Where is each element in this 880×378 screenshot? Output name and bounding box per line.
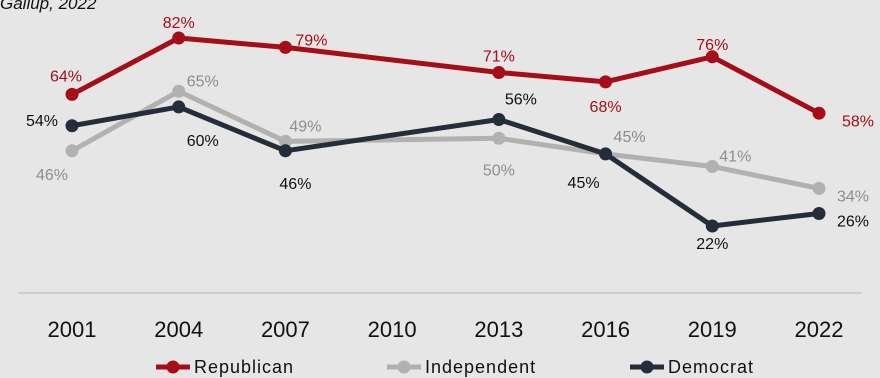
legend-item-democrat: Democrat bbox=[630, 357, 754, 377]
democrat-data-label: 26% bbox=[837, 214, 869, 231]
series-democrat: 54% 60% 46% 56% 45% 22% 26% bbox=[26, 92, 869, 254]
republican-data-label: 82% bbox=[163, 15, 195, 32]
democrat-data-label: 56% bbox=[505, 92, 537, 109]
legend-item-republican: Republican bbox=[156, 357, 294, 377]
independent-point bbox=[278, 134, 292, 148]
republican-data-label: 79% bbox=[295, 33, 327, 50]
republican-data-label: 58% bbox=[842, 113, 874, 130]
legend-label: Republican bbox=[194, 357, 294, 377]
x-tick-label: 2004 bbox=[154, 317, 203, 342]
x-tick-label: 2001 bbox=[48, 317, 97, 342]
democrat-data-label: 22% bbox=[696, 236, 728, 253]
democrat-data-label: 60% bbox=[187, 133, 219, 150]
series-layer: 64% 82% 79% 71% 68% 76% 58% 46% 65% 49% 50% 45% 41% 3… bbox=[26, 15, 874, 253]
democrat-point bbox=[705, 219, 719, 233]
x-tick-layer: 2001 2004 2007 2010 2013 2016 2019 2022 bbox=[48, 317, 844, 342]
independent-data-label: 50% bbox=[483, 162, 515, 179]
x-tick-label: 2013 bbox=[474, 317, 523, 342]
republican-point bbox=[278, 40, 292, 54]
x-tick-label: 2019 bbox=[688, 317, 737, 342]
x-tick-label: 2016 bbox=[581, 317, 630, 342]
independent-data-label: 45% bbox=[614, 129, 646, 146]
independent-point bbox=[812, 181, 826, 195]
democrat-data-label: 54% bbox=[26, 113, 58, 130]
democrat-point bbox=[278, 144, 292, 158]
legend-marker bbox=[166, 360, 180, 374]
republican-point bbox=[812, 106, 826, 120]
democrat-point bbox=[172, 100, 186, 114]
independent-data-label: 34% bbox=[837, 189, 869, 206]
independent-data-label: 41% bbox=[719, 149, 751, 166]
series-independent: 46% 65% 49% 50% 45% 41% 34% bbox=[36, 73, 869, 205]
republican-point bbox=[599, 75, 613, 89]
republican-data-label: 71% bbox=[483, 49, 515, 66]
x-tick-label: 2010 bbox=[368, 317, 417, 342]
legend-marker bbox=[640, 360, 654, 374]
democrat-point bbox=[599, 147, 613, 161]
independent-data-label: 65% bbox=[187, 73, 219, 90]
legend-item-independent: Independent bbox=[387, 357, 536, 377]
legend: Republican Independent Democrat bbox=[156, 357, 754, 377]
democrat-data-label: 45% bbox=[568, 175, 600, 192]
republican-point bbox=[172, 31, 186, 45]
republican-point bbox=[705, 50, 719, 64]
series-republican: 64% 82% 79% 71% 68% 76% 58% bbox=[50, 15, 874, 130]
independent-point bbox=[492, 131, 506, 145]
source-note: Gallup, 2022 bbox=[0, 0, 97, 13]
democrat-point bbox=[492, 112, 506, 126]
republican-data-label: 68% bbox=[590, 99, 622, 116]
legend-label: Democrat bbox=[668, 357, 754, 377]
democrat-point bbox=[812, 206, 826, 220]
democrat-point bbox=[65, 119, 79, 133]
legend-marker bbox=[397, 360, 411, 374]
legend-label: Independent bbox=[425, 357, 536, 377]
republican-point bbox=[65, 87, 79, 101]
independent-data-label: 49% bbox=[289, 119, 321, 136]
independent-point bbox=[705, 159, 719, 173]
republican-data-label: 76% bbox=[696, 37, 728, 54]
republican-data-label: 64% bbox=[50, 69, 82, 86]
democrat-data-label: 46% bbox=[279, 176, 311, 193]
x-tick-label: 2007 bbox=[261, 317, 310, 342]
independent-point bbox=[65, 144, 79, 158]
republican-point bbox=[492, 65, 506, 79]
independent-data-label: 46% bbox=[36, 167, 68, 184]
independent-point bbox=[172, 84, 186, 98]
x-tick-label: 2022 bbox=[795, 317, 844, 342]
